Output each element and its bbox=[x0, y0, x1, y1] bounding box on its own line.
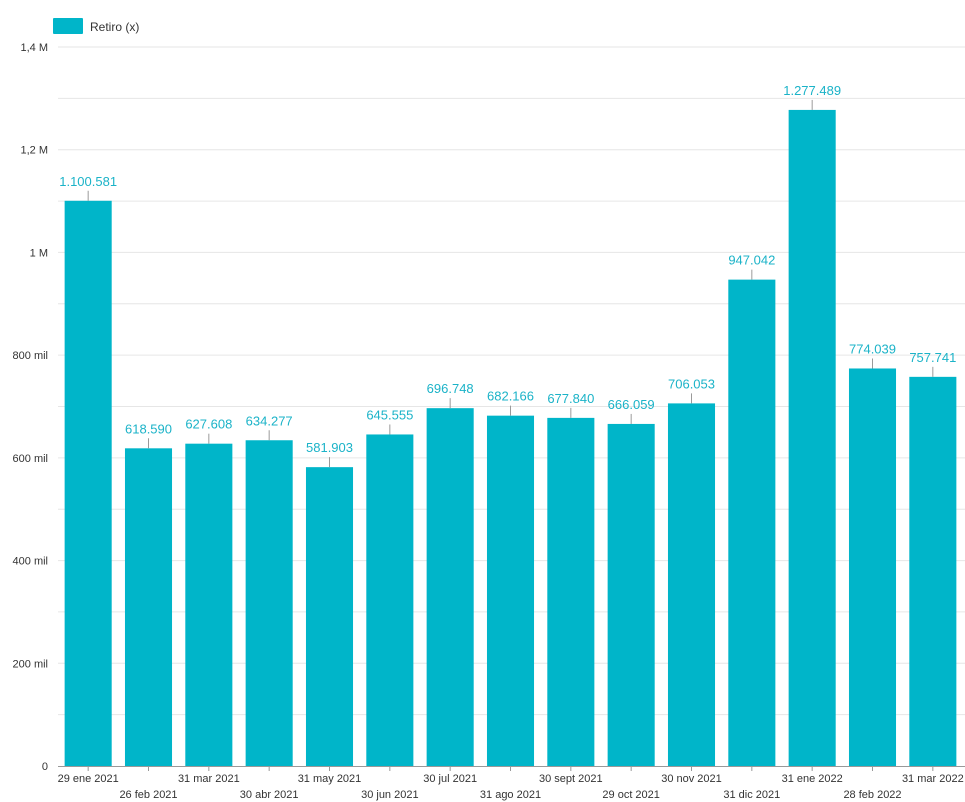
data-label: 645.555 bbox=[366, 407, 413, 422]
x-tick-label: 31 dic 2021 bbox=[723, 789, 780, 801]
data-label: 706.053 bbox=[668, 376, 715, 391]
legend[interactable]: Retiro (x) bbox=[53, 18, 139, 34]
y-tick-label: 0 bbox=[42, 761, 48, 773]
data-label: 696.748 bbox=[427, 381, 474, 396]
bar[interactable] bbox=[124, 448, 173, 766]
data-label: 581.903 bbox=[306, 440, 353, 455]
y-tick-label: 800 mil bbox=[13, 350, 48, 362]
bar[interactable] bbox=[366, 434, 414, 766]
bar[interactable] bbox=[245, 440, 293, 766]
legend-swatch[interactable] bbox=[53, 18, 83, 34]
x-tick-label: 30 abr 2021 bbox=[240, 789, 299, 801]
bar[interactable] bbox=[426, 408, 474, 766]
x-tick-label: 28 feb 2022 bbox=[843, 789, 901, 801]
x-tick-label: 31 mar 2022 bbox=[902, 773, 964, 785]
x-tick-label: 31 may 2021 bbox=[298, 773, 362, 785]
bar[interactable] bbox=[64, 200, 112, 766]
data-label: 677.840 bbox=[547, 391, 594, 406]
bar[interactable] bbox=[607, 423, 655, 766]
y-tick-label: 1,4 M bbox=[20, 42, 48, 54]
bar[interactable] bbox=[547, 417, 595, 766]
data-label: 1.277.489 bbox=[783, 83, 841, 98]
data-label: 682.166 bbox=[487, 389, 534, 404]
x-tick-label: 30 jun 2021 bbox=[361, 789, 419, 801]
data-label: 1.100.581 bbox=[59, 174, 117, 189]
bar[interactable] bbox=[788, 109, 836, 766]
data-label: 634.277 bbox=[246, 413, 293, 428]
labels-layer: 1.100.581 618.590 627.608 634.277 581.903 645… bbox=[59, 83, 956, 468]
bar[interactable] bbox=[486, 415, 535, 766]
x-tick-label: 30 nov 2021 bbox=[661, 773, 722, 785]
y-tick-label: 1 M bbox=[30, 247, 48, 259]
data-label: 947.042 bbox=[728, 253, 775, 268]
data-label: 666.059 bbox=[608, 397, 655, 412]
data-label: 627.608 bbox=[185, 417, 232, 432]
data-label: 774.039 bbox=[849, 341, 896, 356]
x-tick-label: 31 ene 2022 bbox=[782, 773, 843, 785]
x-tick-label: 30 sept 2021 bbox=[539, 773, 603, 785]
bar[interactable] bbox=[848, 368, 897, 766]
legend-label[interactable]: Retiro (x) bbox=[90, 20, 139, 34]
bar[interactable] bbox=[185, 443, 233, 766]
x-tick-label: 31 ago 2021 bbox=[480, 789, 541, 801]
data-label: 618.590 bbox=[125, 421, 172, 436]
bar[interactable] bbox=[728, 279, 776, 766]
data-label: 757.741 bbox=[909, 350, 956, 365]
axis-layer: 0 200 mil 400 mil 600 mil 800 mil 1 M 1,2 M 1,4… bbox=[13, 42, 965, 801]
bar[interactable] bbox=[305, 467, 354, 766]
bars-layer bbox=[64, 109, 957, 766]
y-tick-label: 1,2 M bbox=[20, 145, 48, 157]
y-tick-label: 600 mil bbox=[13, 453, 48, 465]
x-tick-label: 30 jul 2021 bbox=[423, 773, 477, 785]
x-tick-label: 29 oct 2021 bbox=[602, 789, 660, 801]
x-tick-label: 29 ene 2021 bbox=[58, 773, 119, 785]
x-tick-label: 31 mar 2021 bbox=[178, 773, 240, 785]
y-tick-label: 200 mil bbox=[13, 658, 48, 670]
bar[interactable] bbox=[667, 403, 716, 766]
bar[interactable] bbox=[909, 376, 957, 766]
y-tick-label: 400 mil bbox=[13, 556, 48, 568]
x-tick-label: 26 feb 2021 bbox=[119, 789, 177, 801]
